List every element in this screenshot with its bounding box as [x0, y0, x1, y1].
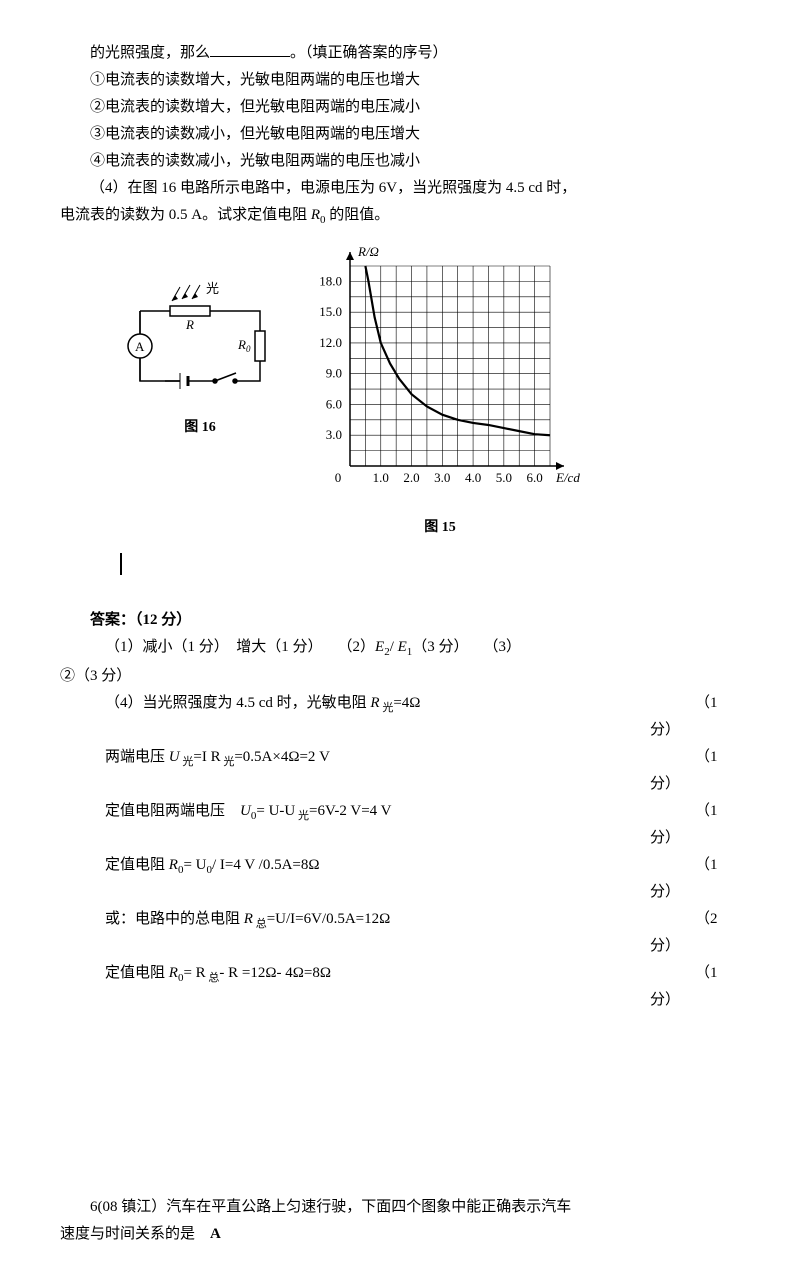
chart-svg: 3.0 6.0 9.0 12.0 15.0 18.0 1.0 2.0 3.0 4.0 5.0 6.0 0…: [300, 241, 580, 501]
svg-text:1.0: 1.0: [373, 470, 389, 485]
svg-text:9.0: 9.0: [326, 365, 342, 380]
q4-line-c: 的阻值。: [326, 207, 390, 223]
svg-text:E/cd: E/cd: [555, 470, 580, 485]
option-4: ④电流表的读数减小，光敏电阻两端的电压也减小: [60, 148, 740, 175]
answer-line-7: 或：电路中的总电阻 R 总=U/I=6V/0.5A=12Ω （2 分）: [60, 906, 740, 960]
answer-line-6: 定值电阻 R0= U0/ I=4 V /0.5A=8Ω （1 分）: [60, 852, 740, 906]
r-label: R: [185, 317, 194, 332]
fig15-label: 图 15: [300, 515, 580, 540]
question-stem: 的光照强度，那么 。（填正确答案的序号） ①电流表的读数增大，光敏电阻两端的电压也…: [60, 40, 740, 231]
option-1: ①电流表的读数增大，光敏电阻两端的电压也增大: [60, 67, 740, 94]
circuit-figure: 光 R R0 A 图 16: [120, 241, 280, 440]
answer-line-5: 定值电阻两端电压 U0= U-U 光=6V-2 V=4 V （1 分）: [60, 798, 740, 852]
svg-text:2.0: 2.0: [403, 470, 419, 485]
svg-text:15.0: 15.0: [319, 304, 342, 319]
answer-title: 答案：（12 分）: [60, 607, 740, 634]
r0-label: R0: [237, 337, 251, 354]
chart-figure: 3.0 6.0 9.0 12.0 15.0 18.0 1.0 2.0 3.0 4.0 5.0 6.0 0…: [300, 241, 580, 540]
answer-line-8: 定值电阻 R0= R 总- R =12Ω- 4Ω=8Ω （1 分）: [60, 960, 740, 1014]
svg-text:6.0: 6.0: [526, 470, 542, 485]
question-6: 6(08 镇江）汽车在平直公路上匀速行驶，下面四个图象中能正确表示汽车 速度与时…: [60, 1194, 740, 1248]
answer-block: 答案：（12 分） （1）减小（1 分） 增大（1 分） （2）E2/ E1（3…: [60, 607, 740, 1014]
option-2: ②电流表的读数增大，但光敏电阻两端的电压减小: [60, 94, 740, 121]
svg-text:4.0: 4.0: [465, 470, 481, 485]
figures-row: 光 R R0 A 图 16 3.0 6.0 9.0 12.0 15.0 18.0 1.0 2.…: [120, 241, 740, 540]
light-label: 光: [206, 281, 219, 296]
fig16-label: 图 16: [184, 415, 216, 440]
q4-line-b: 电流表的读数为 0.5 A。试求定值电阻: [60, 207, 311, 223]
stem-prefix: 的光照强度，那么: [90, 45, 210, 61]
svg-text:3.0: 3.0: [326, 427, 342, 442]
svg-text:12.0: 12.0: [319, 335, 342, 350]
ammeter-label: A: [135, 339, 145, 354]
answer-line-1: （1）减小（1 分） 增大（1 分） （2）E2/ E1（3 分） （3）: [60, 634, 740, 663]
svg-text:R/Ω: R/Ω: [357, 244, 379, 259]
answer-line-2: ②（3 分）: [60, 663, 740, 690]
answer-line-4: 两端电压 U 光=I R 光=0.5A×4Ω=2 V （1 分）: [60, 744, 740, 798]
svg-text:6.0: 6.0: [326, 396, 342, 411]
svg-text:18.0: 18.0: [319, 273, 342, 288]
svg-text:5.0: 5.0: [496, 470, 512, 485]
circuit-svg: 光 R R0 A: [120, 281, 280, 411]
blank-fill: [210, 41, 290, 57]
stem-suffix: 。（填正确答案的序号）: [290, 45, 448, 61]
q6-answer: A: [210, 1226, 221, 1242]
q6-line1: 6(08 镇江）汽车在平直公路上匀速行驶，下面四个图象中能正确表示汽车: [60, 1194, 740, 1221]
option-3: ③电流表的读数减小，但光敏电阻两端的电压增大: [60, 121, 740, 148]
q6-line2: 速度与时间关系的是: [60, 1226, 210, 1242]
svg-text:0: 0: [335, 470, 342, 485]
var-r0: R: [311, 207, 320, 223]
svg-text:3.0: 3.0: [434, 470, 450, 485]
answer-line-3: （4）当光照强度为 4.5 cd 时，光敏电阻 R 光=4Ω （1 分）: [60, 690, 740, 744]
q4-line-a: （4）在图 16 电路所示电路中，电源电压为 6V，当光照强度为 4.5 cd …: [60, 175, 740, 202]
text-cursor-icon: [120, 553, 122, 575]
